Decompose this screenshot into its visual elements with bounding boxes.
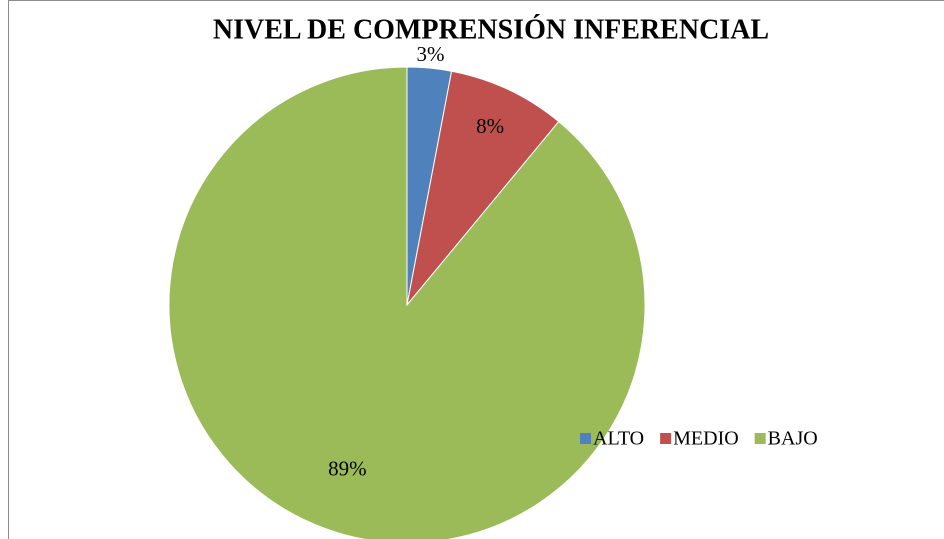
legend-swatch: [754, 433, 766, 444]
pie-slice: [406, 70, 560, 306]
pie: [168, 66, 646, 539]
legend-label: ALTO: [593, 428, 644, 450]
legend-label: MEDIO: [673, 428, 739, 450]
data-label: 3%: [417, 42, 445, 66]
chart-title: NIVEL DE COMPRENSIÓN INFERENCIAL: [213, 14, 769, 45]
legend-swatch: [580, 433, 591, 444]
legend-swatch: [660, 433, 672, 444]
data-label: 8%: [476, 114, 504, 138]
pie-slice: [168, 66, 646, 539]
legend-label: BAJO: [768, 428, 818, 450]
data-label: 89%: [328, 457, 367, 481]
